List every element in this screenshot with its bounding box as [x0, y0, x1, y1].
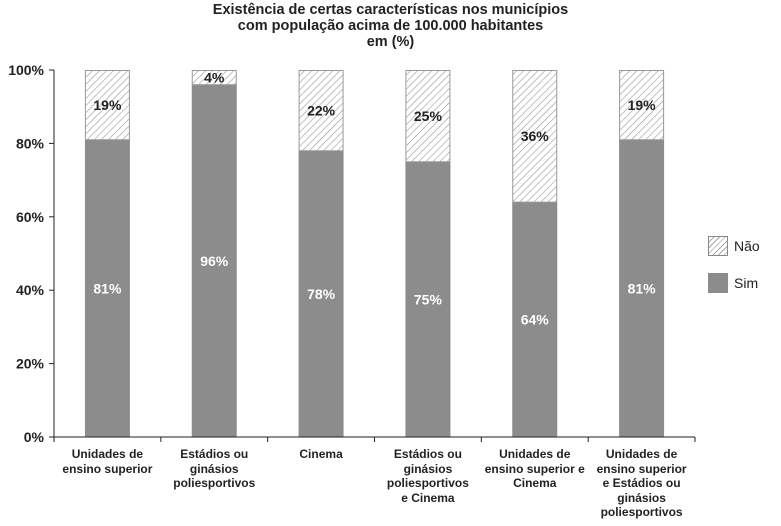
- data-label-nao-3: 25%: [414, 108, 443, 124]
- x-tick-label-2: Cinema: [299, 447, 343, 461]
- x-tick-label-0: Unidades de ensino superior: [62, 447, 153, 476]
- data-label-sim-2: 78%: [307, 286, 336, 302]
- data-label-sim-1: 96%: [200, 253, 229, 269]
- legend-swatch-sim: [708, 273, 728, 293]
- data-label-sim-3: 75%: [414, 291, 443, 307]
- x-tick-label-4: Unidades de ensino superior e Cinema: [484, 447, 585, 490]
- bar-nao-2: [298, 70, 344, 152]
- bar-nao-4: [512, 70, 558, 203]
- data-label-nao-2: 22%: [307, 102, 336, 118]
- data-label-nao-1: 4%: [204, 69, 225, 85]
- y-tick-label-1: 20%: [16, 356, 45, 372]
- x-tick-label-3: Estádios ou ginásios poliesportivos e Ci…: [386, 447, 469, 505]
- y-tick-label-2: 40%: [16, 282, 45, 298]
- legend-label-sim: Sim: [734, 275, 759, 291]
- data-label-nao-4: 36%: [521, 128, 550, 144]
- bar-sim-1: [191, 84, 237, 438]
- bar-sim-5: [619, 139, 665, 438]
- data-label-sim-5: 81%: [628, 280, 657, 296]
- legend-item-sim: Sim: [708, 273, 758, 293]
- legend-swatch-nao: [708, 236, 728, 256]
- bar-sim-4: [512, 202, 558, 437]
- chart-title: Existência de certas características nos…: [212, 2, 569, 50]
- x-tick-label-5: Unidades de ensino superior e Estádios o…: [596, 447, 687, 519]
- bar-sim-0: [84, 139, 130, 438]
- data-label-sim-4: 64%: [521, 312, 550, 328]
- bar-nao-5: [619, 70, 665, 141]
- bar-nao-0: [84, 70, 130, 141]
- bar-nao-1: [191, 70, 237, 86]
- bar-nao-3: [405, 70, 451, 163]
- y-tick-label-3: 60%: [16, 209, 45, 225]
- bar-sim-2: [298, 150, 344, 438]
- data-label-nao-5: 19%: [628, 97, 657, 113]
- legend-label-nao: Não: [734, 238, 760, 254]
- data-label-nao-0: 19%: [93, 97, 122, 113]
- legend-item-nao: Não: [708, 236, 760, 256]
- y-tick-label-4: 80%: [16, 135, 45, 151]
- data-label-sim-0: 81%: [93, 280, 122, 296]
- x-tick-label-1: Estádios ou ginásios poliesportivos: [173, 447, 256, 490]
- bar-sim-3: [405, 161, 451, 437]
- y-tick-label-0: 0%: [24, 429, 45, 445]
- y-tick-label-5: 100%: [8, 62, 44, 78]
